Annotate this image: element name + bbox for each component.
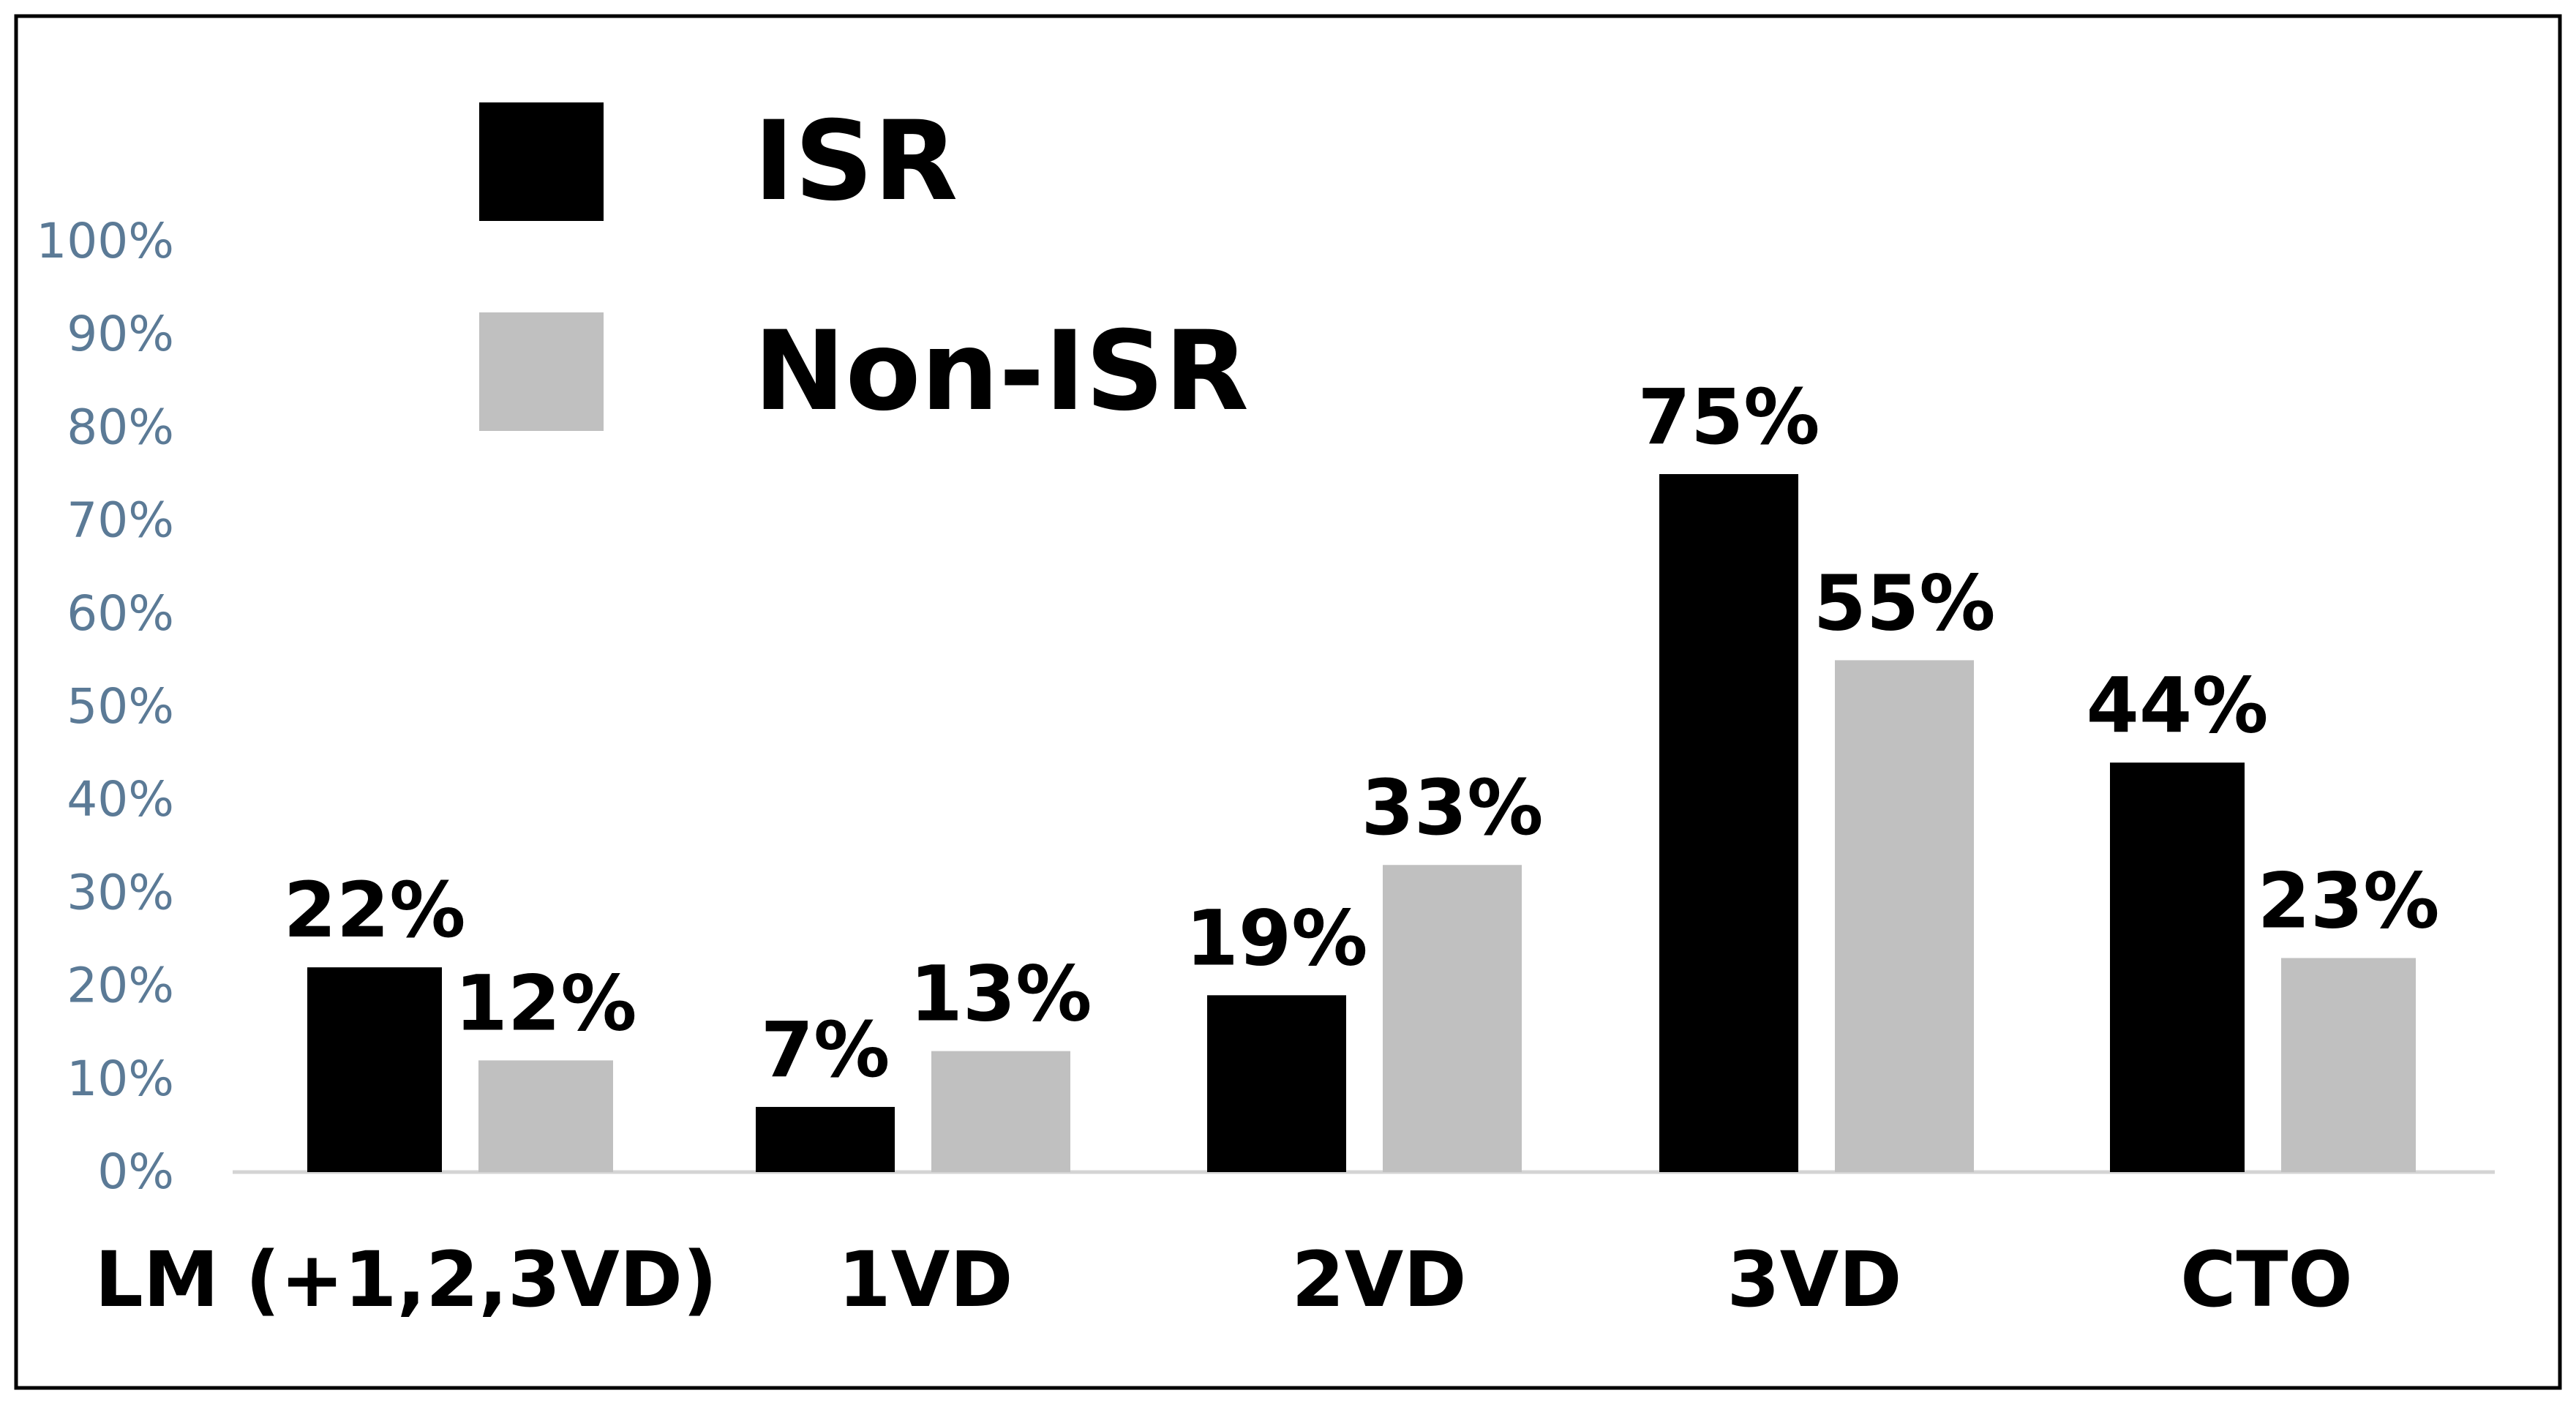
- bar-non-isr: [1835, 660, 1974, 1172]
- bar-isr: [1207, 995, 1346, 1172]
- bars: [307, 474, 2416, 1172]
- x-axis-ticks: LM (+1,2,3VD) 1VD 2VD 3VD CTO: [94, 1235, 2352, 1324]
- data-label: 19%: [1186, 893, 1368, 983]
- x-tick-label: 3VD: [1727, 1235, 1901, 1324]
- bar-isr: [1659, 474, 1798, 1172]
- bar-non-isr: [1383, 865, 1522, 1172]
- y-tick-label: 30%: [67, 864, 174, 920]
- data-label: 75%: [1638, 372, 1820, 462]
- legend-label-isr: ISR: [754, 98, 958, 225]
- data-label: 12%: [455, 958, 637, 1048]
- bar-isr: [307, 967, 442, 1172]
- y-tick-label: 90%: [67, 306, 174, 362]
- legend: ISR Non-ISR: [479, 98, 1249, 435]
- x-tick-label: LM (+1,2,3VD): [94, 1235, 717, 1324]
- y-tick-label: 60%: [67, 585, 174, 642]
- y-tick-label: 70%: [67, 492, 174, 549]
- data-label: 22%: [284, 866, 466, 955]
- y-tick-label: 20%: [67, 958, 174, 1014]
- bar-non-isr: [478, 1060, 613, 1172]
- bar-isr: [2110, 762, 2245, 1172]
- legend-swatch-isr: [479, 102, 604, 221]
- y-tick-label: 50%: [67, 678, 174, 735]
- bar-non-isr: [931, 1051, 1070, 1172]
- x-tick-label: 2VD: [1291, 1235, 1466, 1324]
- y-tick-label: 80%: [67, 399, 174, 455]
- x-tick-label: CTO: [2180, 1235, 2353, 1324]
- data-labels: 22% 7% 19% 75% 44% 12% 13% 33% 55% 23%: [284, 372, 2440, 1095]
- data-label: 55%: [1814, 558, 1996, 647]
- data-label: 23%: [2258, 856, 2440, 945]
- data-label: 7%: [761, 1005, 890, 1095]
- data-label: 33%: [1362, 763, 1544, 852]
- y-tick-label: 0%: [97, 1144, 174, 1200]
- legend-swatch-non-isr: [479, 312, 604, 431]
- y-tick-label: 10%: [67, 1051, 174, 1107]
- x-tick-label: 1VD: [838, 1235, 1013, 1324]
- y-tick-label: 40%: [67, 771, 174, 827]
- data-label: 44%: [2087, 661, 2269, 750]
- bar-isr: [756, 1106, 895, 1172]
- data-label: 13%: [910, 950, 1092, 1039]
- legend-label-non-isr: Non-ISR: [754, 308, 1249, 435]
- bar-non-isr: [2281, 958, 2416, 1172]
- y-tick-label: 100%: [36, 213, 174, 269]
- y-axis-ticks: 0% 10% 20% 30% 40% 50% 60% 70% 80% 90% 100%: [36, 213, 174, 1200]
